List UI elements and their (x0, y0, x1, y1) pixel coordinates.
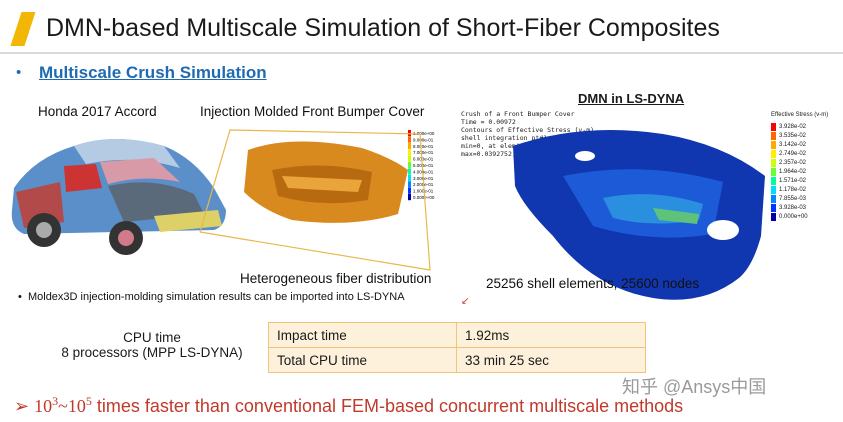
table-cell-value: 1.92ms (456, 322, 646, 348)
stress-legend-value: 2.749e-02 (779, 150, 807, 157)
fiber-legend-swatch (408, 130, 411, 137)
cpu-table: Impact time 1.92ms Total CPU time 33 min… (268, 322, 646, 373)
stress-legend-title: Effective Stress (v-m) (771, 112, 829, 118)
stress-legend-value: 3.928e-02 (779, 123, 807, 130)
fiber-legend-swatch (408, 149, 411, 156)
moldex-note-text: Moldex3D injection-molding simulation re… (27, 291, 405, 303)
stress-legend-swatch (771, 149, 776, 158)
speedup-exp-1: 3 (52, 394, 59, 408)
stress-legend-value: 3.535e-02 (779, 132, 807, 139)
bumper-fiber-image (244, 141, 408, 223)
stress-legend-entry: 3.928e-03 (771, 203, 808, 212)
stress-legend-entry: 2.357e-02 (771, 158, 808, 167)
stress-legend-entry: 2.749e-02 (771, 149, 808, 158)
table-row: Impact time 1.92ms (268, 322, 646, 348)
dyna-bumper-image (513, 130, 765, 300)
stress-legend-value: 2.357e-02 (779, 159, 807, 166)
fiber-legend-swatch (408, 187, 411, 194)
dyna-line: Contours of Effective Stress (v-m) (461, 126, 595, 134)
stress-legend-swatch (771, 176, 776, 185)
stress-legend-swatch (771, 212, 776, 221)
car-image (11, 139, 226, 255)
title-accent-bar (10, 12, 36, 46)
stress-legend-swatch (771, 185, 776, 194)
fiber-legend-swatch (408, 194, 411, 201)
dmn-label: DMN in LS-DYNA (578, 91, 685, 106)
section-heading-link[interactable]: Multiscale Crush Simulation (39, 63, 267, 82)
fiber-legend-swatch (408, 142, 411, 149)
stress-legend-value: 7.855e-03 (779, 195, 807, 202)
speedup-base-1: 10 (34, 396, 53, 416)
stress-legend-swatch (771, 203, 776, 212)
stress-legend-swatch (771, 158, 776, 167)
stress-legend-swatch (771, 122, 776, 131)
zoom-outline (199, 129, 431, 271)
title-divider (0, 52, 843, 54)
fiber-label: Heterogeneous fiber distribution (240, 271, 432, 286)
fiber-legend-value: 0.000e+00 (413, 195, 435, 200)
stress-legend-entry: 3.535e-02 (771, 131, 808, 140)
stress-legend-entry: 0.000e+00 (771, 212, 808, 221)
cpu-time-label: CPU time 8 processors (MPP LS-DYNA) (52, 330, 252, 360)
stress-legend-entry: 3.142e-02 (771, 140, 808, 149)
stress-legend-entry: 3.928e-02 (771, 122, 808, 131)
stress-legend-value: 1.964e-02 (779, 168, 807, 175)
dyna-line: shell integration pt#1 (461, 134, 548, 142)
watermark: 知乎 @Ansys中国 (622, 377, 767, 397)
stress-legend-value: 3.928e-03 (779, 204, 807, 211)
table-cell-label: Impact time (268, 322, 457, 348)
dyna-panel: Crush of a Front Bumper Cover Time = 0.0… (455, 108, 835, 318)
fiber-legend-value: 7.000e-01 (413, 150, 434, 155)
stress-legend-swatch (771, 140, 776, 149)
stress-legend-entry: 1.571e-02 (771, 176, 808, 185)
bullet-dot: • (18, 291, 28, 303)
bullet-dot: • (16, 64, 22, 81)
fiber-legend-value: 8.000e-01 (413, 144, 434, 149)
table-cell-label: Total CPU time (268, 347, 457, 373)
stress-legend-value: 3.142e-02 (779, 141, 807, 148)
stress-legend-value: 1.178e-02 (779, 186, 807, 193)
table-row: Total CPU time 33 min 25 sec (268, 347, 646, 373)
fiber-legend-swatch (408, 162, 411, 169)
fiber-legend-value: 6.000e-01 (413, 157, 434, 162)
fiber-legend-swatch (408, 168, 411, 175)
cpu-time-line1: CPU time (123, 330, 181, 345)
fiber-legend-value: 9.000e-01 (413, 137, 434, 142)
elements-label: 25256 shell elements, 25600 nodes (486, 276, 700, 291)
speedup-exp-2: 5 (85, 394, 92, 408)
fiber-legend-value: 1.000e-01 (413, 189, 434, 194)
fiber-legend-swatch (408, 155, 411, 162)
stress-legend-swatch (771, 194, 776, 203)
axis-triad-icon: ↙ (461, 296, 470, 307)
dyna-line: min=0, at elem# 2921 (461, 142, 540, 150)
fiber-legend-swatch (408, 181, 411, 188)
fiber-legend-value: 5.000e-01 (413, 163, 434, 168)
dyna-line: Crush of a Front Bumper Cover (461, 110, 575, 118)
stress-legend-value: 0.000e+00 (779, 213, 808, 220)
stress-legend: 3.928e-02 3.535e-02 3.142e-02 2.749e-02 2.35… (771, 122, 808, 221)
fiber-legend-value: 1.000e+00 (413, 131, 435, 136)
stress-legend-entry: 7.855e-03 (771, 194, 808, 203)
bumper-label: Injection Molded Front Bumper Cover (200, 104, 425, 119)
moldex-note: • Moldex3D injection-molding simulation … (18, 291, 405, 303)
speedup-sep: ~ (58, 396, 68, 416)
arrow-bullet-icon: ➢ (14, 396, 30, 416)
stress-legend-swatch (771, 167, 776, 176)
car-label: Honda 2017 Accord (38, 104, 157, 119)
dyna-line: Time = 0.00972 (461, 118, 516, 126)
stress-legend-swatch (771, 131, 776, 140)
page-title: DMN-based Multiscale Simulation of Short… (46, 14, 720, 42)
stress-legend-entry: 1.964e-02 (771, 167, 808, 176)
stress-legend-value: 1.571e-02 (779, 177, 807, 184)
speedup-base-2: 10 (67, 396, 86, 416)
conclusion-text: ➢ 103~105 times faster than conventional… (14, 394, 683, 417)
fiber-legend-swatch (408, 136, 411, 143)
cpu-time-line2: 8 processors (MPP LS-DYNA) (61, 345, 243, 360)
table-cell-value: 33 min 25 sec (456, 347, 646, 373)
conclusion-rest: times faster than conventional FEM-based… (91, 396, 684, 416)
fiber-legend-swatch (408, 174, 411, 181)
stress-legend-entry: 1.178e-02 (771, 185, 808, 194)
